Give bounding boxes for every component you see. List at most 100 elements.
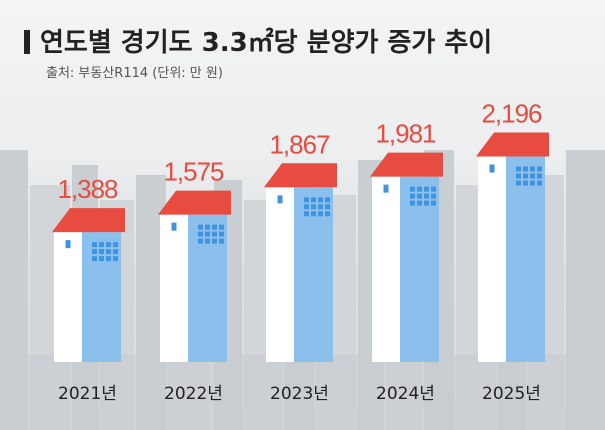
x-tick-label: 2021년 xyxy=(58,384,117,404)
value-labels: 1,388 1,575 1,867 1,981 2,196 xyxy=(57,99,543,205)
bar-side-wall xyxy=(294,187,333,362)
bar-window xyxy=(424,200,429,206)
bar-window xyxy=(205,231,210,237)
bar-front-wall xyxy=(160,214,188,362)
bar-side-wall xyxy=(188,214,227,362)
bar-window xyxy=(537,166,542,172)
attic-window xyxy=(171,222,177,231)
bar-window xyxy=(318,197,323,203)
bar-window xyxy=(311,211,316,217)
value-label: 1,867 xyxy=(269,129,330,159)
bar-2022년 xyxy=(158,190,231,362)
bar-front-wall xyxy=(266,187,294,362)
bar-window xyxy=(530,166,535,172)
bar-window xyxy=(219,224,224,230)
attic-window xyxy=(383,184,389,193)
bar-roof xyxy=(476,132,549,157)
x-tick-label: 2022년 xyxy=(164,384,223,404)
bar-window xyxy=(106,242,111,248)
bar-window xyxy=(431,193,436,199)
bar-window xyxy=(516,180,521,186)
value-label: 2,196 xyxy=(481,99,542,129)
bar-window xyxy=(99,249,104,255)
bar-window xyxy=(516,173,521,179)
bar-window xyxy=(325,204,330,210)
bar-window xyxy=(530,173,535,179)
bar-window xyxy=(431,200,436,206)
bar-window xyxy=(198,231,203,237)
bar-window xyxy=(99,256,104,262)
bar-window xyxy=(537,180,542,186)
ground-haze xyxy=(0,355,605,430)
bar-window xyxy=(113,249,118,255)
chart-source: 출처: 부동산R114 (단위: 만 원) xyxy=(46,66,223,81)
bar-roof xyxy=(158,190,231,215)
value-label: 1,575 xyxy=(163,157,224,187)
bar-window xyxy=(410,200,415,206)
bar-window xyxy=(212,238,217,244)
bar-window xyxy=(198,224,203,230)
bar-window xyxy=(92,256,97,262)
bar-window xyxy=(205,238,210,244)
bar-window xyxy=(537,173,542,179)
bar-window xyxy=(205,224,210,230)
bar-window xyxy=(318,211,323,217)
bar-window xyxy=(325,197,330,203)
bar-window xyxy=(99,242,104,248)
bar-window xyxy=(431,186,436,192)
bar-window xyxy=(424,193,429,199)
bar-window xyxy=(311,204,316,210)
bar-roof xyxy=(52,208,125,233)
bar-front-wall xyxy=(372,176,400,362)
chart-title-text: 연도별 경기도 3.3㎡당 분양가 증가 추이 xyxy=(40,28,493,58)
bar-window xyxy=(417,186,422,192)
bar-window xyxy=(417,200,422,206)
bar-window xyxy=(219,238,224,244)
bar-window xyxy=(523,180,528,186)
bar-window xyxy=(113,256,118,262)
bar-window xyxy=(219,231,224,237)
bar-window xyxy=(92,249,97,255)
bar-window xyxy=(304,197,309,203)
bar-2025년 xyxy=(476,132,549,362)
bar-window xyxy=(212,224,217,230)
x-tick-label: 2024년 xyxy=(376,384,435,404)
bar-2024년 xyxy=(370,152,443,362)
bar-window xyxy=(304,211,309,217)
bar-window xyxy=(106,256,111,262)
bar-window xyxy=(410,193,415,199)
bar-window xyxy=(106,249,111,255)
bar-window xyxy=(198,238,203,244)
bar-window xyxy=(113,242,118,248)
attic-window xyxy=(277,195,283,204)
bar-window xyxy=(212,231,217,237)
attic-window xyxy=(65,240,71,249)
x-tick-label: 2025년 xyxy=(482,384,541,404)
bar-roof xyxy=(264,163,337,188)
bar-2021년 xyxy=(52,208,125,362)
value-label: 1,388 xyxy=(57,174,118,204)
bar-window xyxy=(410,186,415,192)
bar-window xyxy=(516,166,521,172)
bar-window xyxy=(92,242,97,248)
bar-window xyxy=(311,197,316,203)
bar-2023년 xyxy=(264,163,337,362)
bar-series xyxy=(52,132,549,362)
bar-window xyxy=(304,204,309,210)
title-marker xyxy=(24,30,30,54)
bar-window xyxy=(523,173,528,179)
bar-window xyxy=(530,180,535,186)
value-label: 1,981 xyxy=(375,119,436,149)
attic-window xyxy=(489,164,495,173)
bar-side-wall xyxy=(506,156,545,362)
bar-roof xyxy=(370,152,443,177)
x-tick-label: 2023년 xyxy=(270,384,329,404)
chart-title: 연도별 경기도 3.3㎡당 분양가 증가 추이 xyxy=(24,22,492,59)
bar-window xyxy=(424,186,429,192)
x-axis-labels: 2021년 2022년 2023년 2024년 2025년 xyxy=(58,384,541,404)
bar-window xyxy=(523,166,528,172)
bar-window xyxy=(417,193,422,199)
bar-front-wall xyxy=(54,232,82,362)
bar-front-wall xyxy=(478,156,506,362)
